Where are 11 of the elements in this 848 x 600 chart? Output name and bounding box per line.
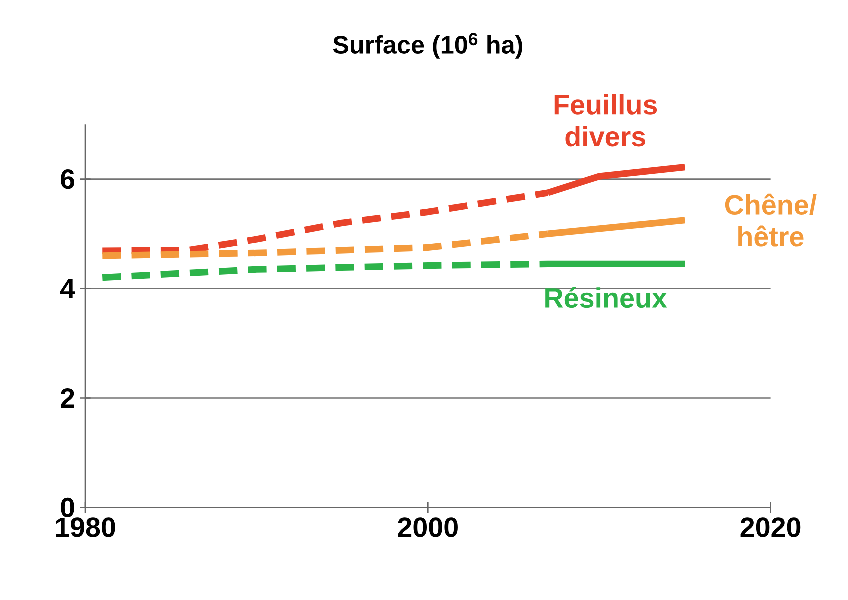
x-tick-label: 1980 xyxy=(56,517,116,538)
y-tick-label: 0 xyxy=(61,498,74,518)
x-tick-label: 2000 xyxy=(398,517,458,538)
chart-title: Surface (10$^{6}$ ha) xyxy=(333,32,522,59)
y-tick-label: 4 xyxy=(60,278,76,298)
series-label: Chêne/ hêtre xyxy=(725,194,817,247)
x-tick-label: 2020 xyxy=(740,517,801,538)
y-tick-label: 6 xyxy=(61,169,75,189)
series-label: Feuillus divers xyxy=(554,94,658,146)
y-tick-label: 2 xyxy=(60,388,74,408)
series-label: Résineux xyxy=(546,287,668,308)
